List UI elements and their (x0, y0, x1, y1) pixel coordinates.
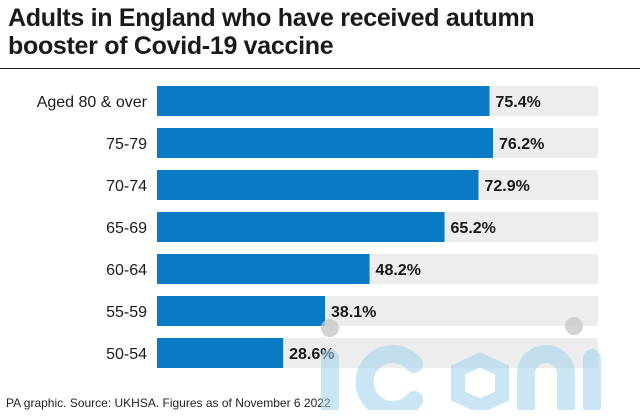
value-label: 38.1% (331, 304, 376, 321)
bar (157, 128, 494, 158)
category-label: 65-69 (106, 220, 147, 237)
chart-title: Adults in England who have received autu… (8, 4, 535, 60)
category-label: 55-59 (106, 304, 147, 321)
value-label: 75.4% (496, 94, 541, 111)
category-label: Aged 80 & over (37, 94, 148, 111)
value-label: 76.2% (499, 136, 544, 153)
bar (157, 338, 284, 368)
value-label: 72.9% (484, 178, 529, 195)
title-divider (0, 68, 640, 69)
bar (157, 254, 370, 284)
bar (157, 170, 479, 200)
value-label: 48.2% (376, 262, 421, 279)
category-label: 60-64 (106, 262, 147, 279)
category-label: 50-54 (106, 346, 147, 363)
value-label: 28.6% (289, 346, 334, 363)
bar (157, 296, 326, 326)
category-label: 70-74 (106, 178, 147, 195)
bar (157, 212, 445, 242)
category-label: 75-79 (106, 136, 147, 153)
value-label: 65.2% (451, 220, 496, 237)
source-footer: PA graphic. Source: UKHSA. Figures as of… (6, 396, 331, 410)
bar (157, 86, 490, 116)
